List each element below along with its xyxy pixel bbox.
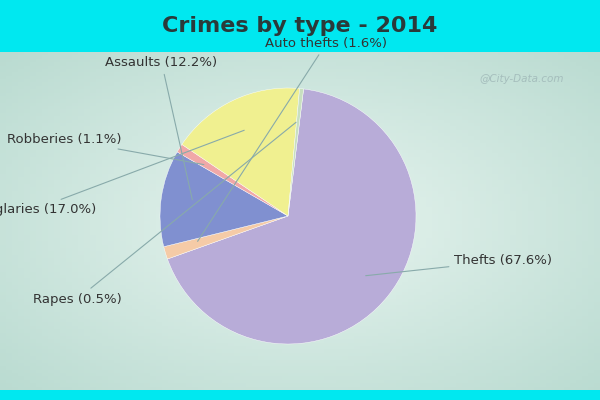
Text: Burglaries (17.0%): Burglaries (17.0%) (0, 130, 244, 216)
Wedge shape (177, 144, 288, 216)
Text: Auto thefts (1.6%): Auto thefts (1.6%) (197, 37, 388, 241)
Wedge shape (167, 89, 416, 344)
Text: Thefts (67.6%): Thefts (67.6%) (366, 254, 553, 276)
Text: Robberies (1.1%): Robberies (1.1%) (7, 133, 204, 165)
Wedge shape (288, 88, 304, 216)
Wedge shape (160, 152, 288, 247)
Text: @City-Data.com: @City-Data.com (480, 74, 564, 84)
Wedge shape (182, 88, 299, 216)
Text: Rapes (0.5%): Rapes (0.5%) (33, 122, 296, 306)
Text: Crimes by type - 2014: Crimes by type - 2014 (163, 16, 437, 36)
Text: Assaults (12.2%): Assaults (12.2%) (106, 56, 218, 200)
Wedge shape (164, 216, 288, 259)
